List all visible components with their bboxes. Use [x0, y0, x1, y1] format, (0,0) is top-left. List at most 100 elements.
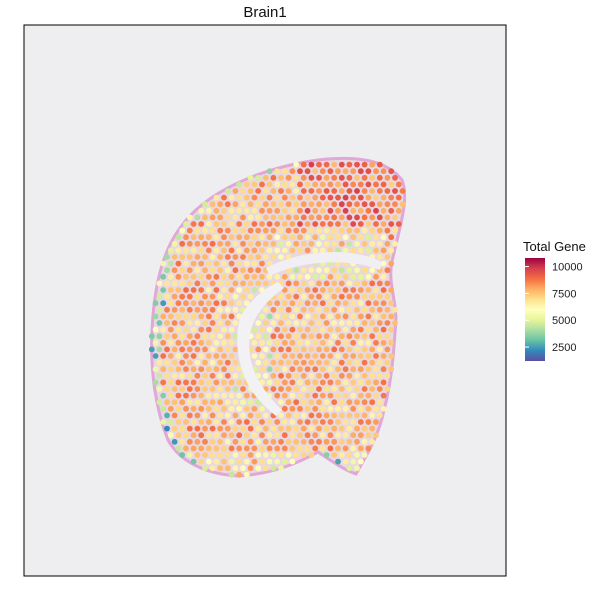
spot: [369, 174, 376, 181]
spot: [293, 372, 300, 379]
spot: [190, 273, 197, 280]
spot: [289, 326, 296, 333]
spot: [175, 392, 182, 399]
spot: [156, 306, 163, 313]
spot: [308, 161, 315, 168]
spot: [224, 333, 231, 340]
spot: [281, 168, 288, 175]
spot: [175, 432, 182, 439]
spot: [335, 419, 341, 425]
spot: [342, 379, 349, 386]
spot: [278, 227, 284, 234]
spot: [357, 221, 364, 227]
spot: [380, 300, 387, 307]
spot: [319, 168, 326, 175]
spot: [323, 240, 330, 247]
spot: [266, 379, 273, 386]
spot: [228, 445, 235, 452]
spot: [373, 419, 379, 425]
spot: [369, 425, 376, 432]
spot: [342, 181, 349, 188]
spot: [327, 300, 334, 307]
spot: [232, 306, 239, 313]
spot: [388, 353, 395, 359]
spot: [243, 405, 250, 412]
spot: [202, 320, 208, 326]
spot: [281, 353, 288, 359]
spot: [221, 287, 227, 293]
spot: [190, 326, 197, 333]
spot: [346, 201, 353, 208]
spot: [198, 339, 205, 346]
spot: [384, 214, 391, 221]
spot: [167, 339, 174, 346]
spot: [183, 247, 189, 254]
spot: [384, 346, 391, 353]
spot: [251, 194, 258, 201]
spot: [365, 273, 372, 280]
spot: [323, 188, 330, 194]
spot: [350, 366, 357, 373]
spot: [247, 465, 254, 472]
spot: [361, 267, 368, 274]
spot: [323, 386, 330, 392]
spot: [312, 221, 319, 227]
spot: [247, 254, 254, 260]
spot: [270, 346, 277, 353]
spot: [346, 333, 353, 340]
spot: [293, 359, 300, 366]
spot: [297, 273, 303, 280]
spot: [380, 194, 387, 201]
spot: [202, 372, 208, 379]
spot: [350, 326, 357, 333]
spot: [369, 412, 376, 419]
spot: [217, 254, 224, 260]
spot: [373, 194, 379, 201]
spot: [243, 221, 250, 227]
spot: [289, 339, 296, 346]
spot: [335, 168, 341, 175]
spot: [289, 221, 296, 227]
spot: [240, 267, 246, 274]
spot: [316, 267, 322, 274]
spot: [198, 458, 205, 465]
spot: [384, 280, 391, 287]
spot: [251, 234, 258, 241]
spot: [247, 425, 254, 432]
legend: Total Gene 10000 7500 5000 2500: [523, 239, 586, 361]
spot: [346, 188, 353, 194]
spot: [369, 293, 376, 300]
spot: [224, 359, 231, 366]
spot: [243, 181, 250, 188]
spot: [209, 465, 216, 472]
spot: [152, 339, 159, 346]
spot: [323, 214, 330, 221]
spot: [209, 201, 216, 208]
spot: [217, 399, 224, 406]
spot: [369, 333, 376, 340]
spot: [312, 300, 319, 307]
spot: [259, 221, 265, 227]
spot: [164, 254, 170, 260]
spot: [183, 326, 189, 333]
spot: [354, 372, 360, 379]
spot: [331, 293, 338, 300]
spot: [327, 287, 334, 293]
spot: [278, 386, 284, 392]
spot: [384, 386, 391, 392]
spot: [293, 399, 300, 406]
spot: [308, 240, 315, 247]
spot: [274, 313, 281, 320]
spot: [354, 161, 360, 168]
spot: [164, 306, 170, 313]
spot: [171, 386, 178, 392]
spot: [240, 254, 246, 260]
spot: [217, 465, 224, 472]
spot: [190, 458, 197, 465]
spot: [186, 254, 193, 260]
spot: [338, 280, 345, 287]
spot: [361, 188, 368, 194]
spot: [319, 247, 326, 254]
spot: [262, 227, 269, 234]
spot: [350, 194, 357, 201]
